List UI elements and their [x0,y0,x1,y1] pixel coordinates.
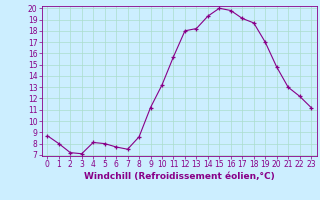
X-axis label: Windchill (Refroidissement éolien,°C): Windchill (Refroidissement éolien,°C) [84,172,275,181]
